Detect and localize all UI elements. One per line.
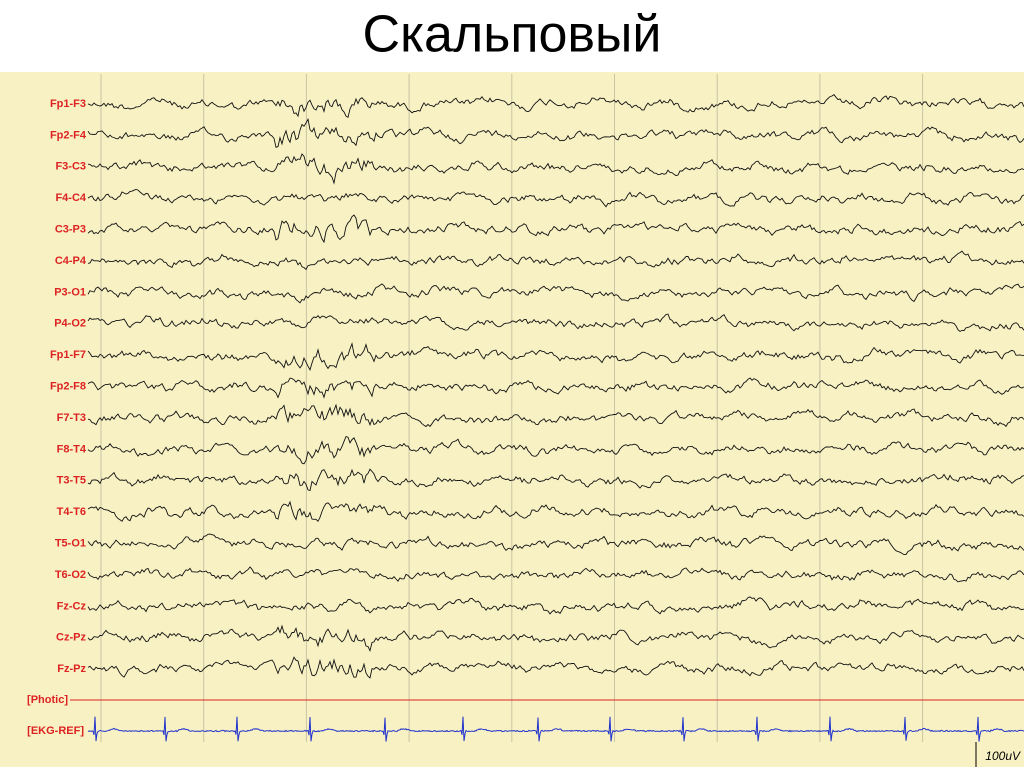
title: Скальповый: [363, 6, 662, 64]
channel-label: F7-T3: [57, 412, 86, 424]
eeg-trace: [87, 214, 1024, 244]
channel-label: Fz-Cz: [57, 600, 87, 612]
eeg-trace: [87, 250, 1024, 271]
eeg-trace: [87, 533, 1024, 556]
eeg-trace: [87, 342, 1024, 371]
channel-label: Fz-Pz: [57, 663, 86, 675]
channel-label: Fp1-F7: [50, 349, 86, 361]
channel-label: Fp1-F3: [50, 98, 86, 110]
channel-label: F3-C3: [55, 161, 86, 173]
eeg-trace: [87, 566, 1024, 583]
eeg-trace: [87, 313, 1024, 333]
eeg-trace: [87, 624, 1024, 653]
channel-label: T3-T5: [57, 475, 86, 487]
channel-labels: Fp1-F3 Fp2-F4 F3-C3 F4-C4 C3-P3 C4-P4 P3-O1 P4-…: [27, 98, 87, 737]
time-grid: [100, 74, 924, 742]
eeg-trace: [87, 117, 1024, 148]
eeg-trace: [87, 468, 1024, 492]
channel-label: T4-T6: [57, 506, 86, 518]
eeg-trace: [87, 656, 1024, 679]
scale-label: 100uV: [985, 749, 1021, 763]
aux-label: [EKG-REF]: [27, 725, 84, 737]
channel-label: T5-O1: [55, 538, 86, 550]
channel-label: P3-O1: [54, 286, 86, 298]
channel-label: P4-O2: [54, 318, 86, 330]
channel-label: F4-C4: [55, 192, 86, 204]
channel-label: Fp2-F4: [50, 129, 87, 141]
eeg-trace: [87, 403, 1024, 428]
channel-label: F8-T4: [57, 443, 87, 455]
ekg-trace: [87, 716, 1024, 742]
aux-label: [Photic]: [27, 694, 68, 706]
eeg-trace: [87, 189, 1024, 208]
eeg-trace: [87, 377, 1024, 399]
channel-label: T6-O2: [55, 569, 86, 581]
channel-label: Fp2-F8: [50, 381, 86, 393]
eeg-trace: [87, 153, 1024, 185]
channel-label: C4-P4: [55, 255, 87, 267]
eeg-trace: [87, 436, 1024, 465]
channel-label: Cz-Pz: [56, 632, 86, 644]
eeg-trace: [87, 283, 1024, 304]
title-area: [0, 0, 1024, 72]
eeg-trace: [87, 93, 1024, 119]
channel-label: C3-P3: [55, 224, 86, 236]
eeg-traces: [70, 93, 1024, 742]
eeg-trace: [87, 596, 1024, 615]
eeg-trace: [87, 500, 1024, 523]
